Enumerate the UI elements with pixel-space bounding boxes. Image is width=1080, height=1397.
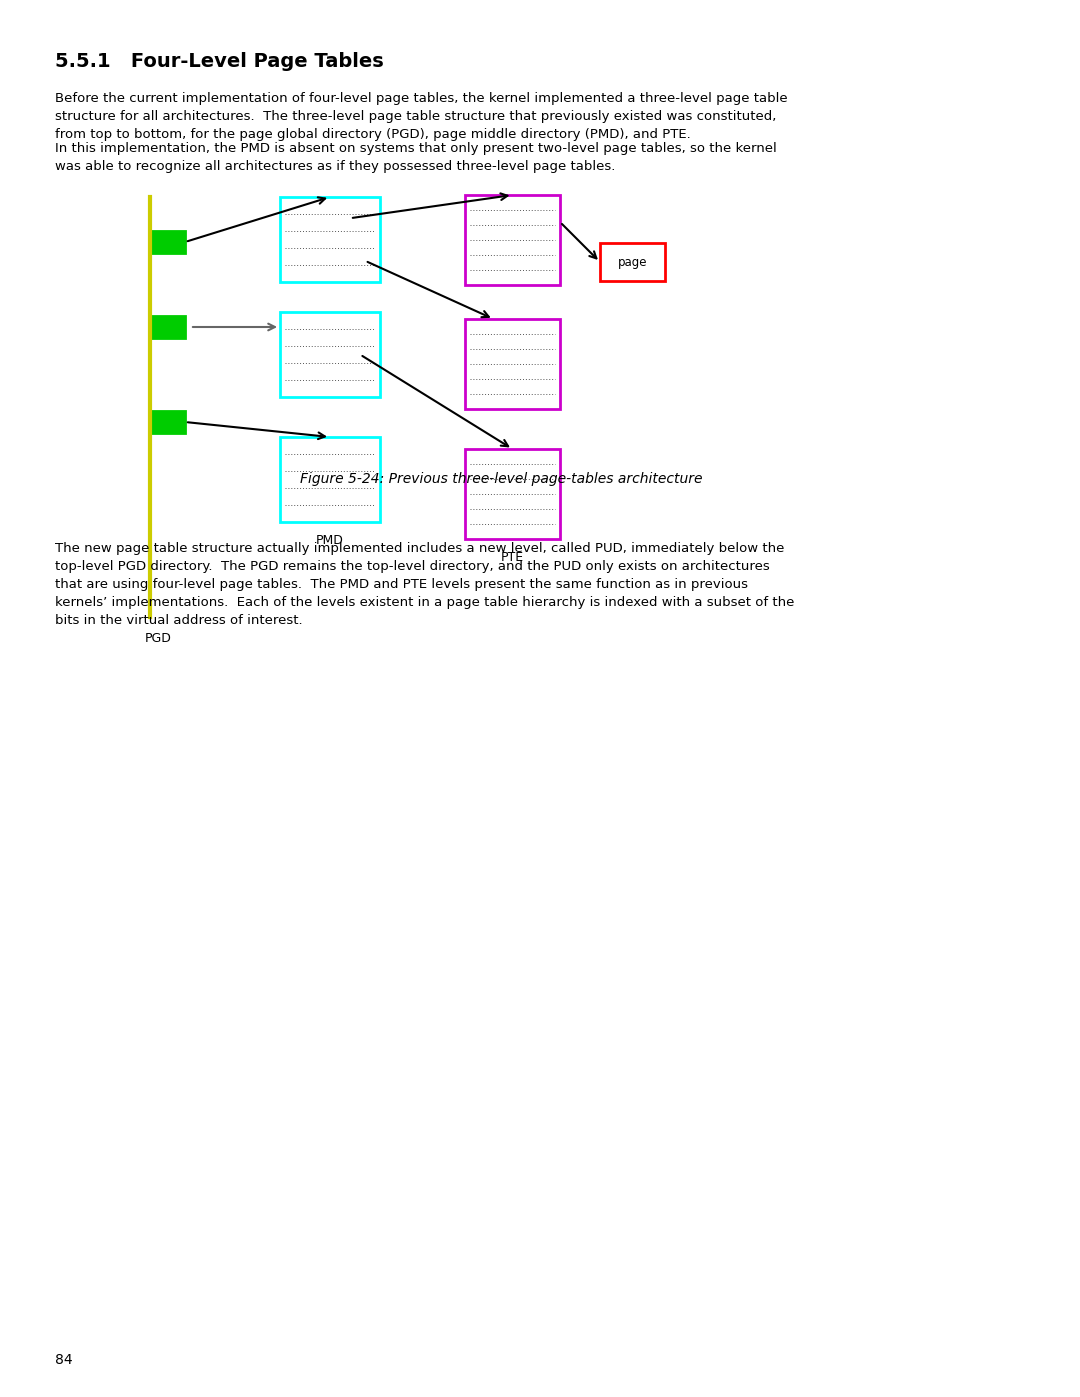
FancyBboxPatch shape	[280, 312, 380, 397]
FancyBboxPatch shape	[465, 319, 561, 409]
FancyBboxPatch shape	[465, 448, 561, 539]
Text: PMD: PMD	[316, 534, 343, 548]
Text: PTE: PTE	[501, 550, 524, 564]
Text: Before the current implementation of four-level page tables, the kernel implemen: Before the current implementation of fou…	[55, 92, 787, 141]
FancyBboxPatch shape	[600, 243, 665, 281]
FancyBboxPatch shape	[150, 231, 185, 253]
Text: 84: 84	[55, 1354, 72, 1368]
FancyBboxPatch shape	[150, 411, 185, 433]
FancyBboxPatch shape	[465, 196, 561, 285]
Text: page: page	[618, 256, 647, 268]
FancyBboxPatch shape	[280, 437, 380, 522]
FancyBboxPatch shape	[280, 197, 380, 282]
Text: PGD: PGD	[145, 631, 172, 645]
FancyBboxPatch shape	[150, 316, 185, 338]
Text: The new page table structure actually implemented includes a new level, called P: The new page table structure actually im…	[55, 542, 795, 627]
Text: 5.5.1   Four-Level Page Tables: 5.5.1 Four-Level Page Tables	[55, 52, 383, 71]
Text: Figure 5-24: Previous three-level page-tables architecture: Figure 5-24: Previous three-level page-t…	[300, 472, 702, 486]
Text: In this implementation, the PMD is absent on systems that only present two-level: In this implementation, the PMD is absen…	[55, 142, 777, 173]
